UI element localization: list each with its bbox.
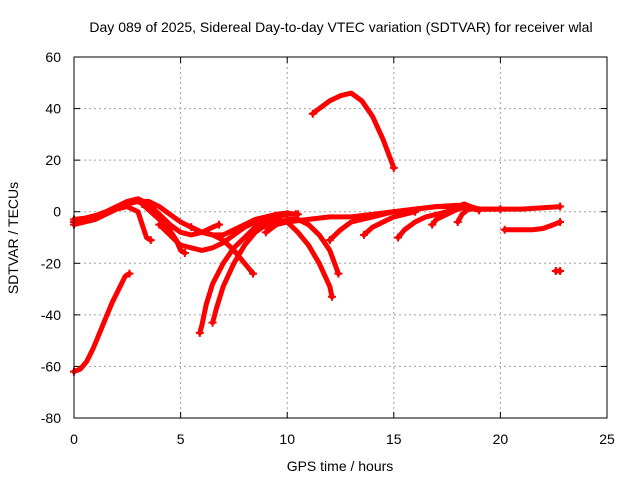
- data-point-marker-arc-14-end: [411, 207, 420, 216]
- data-point-marker-arc-6-start: [155, 220, 164, 229]
- series-line-arc-14: [361, 209, 418, 238]
- data-point-marker-arc-13-start: [325, 236, 334, 245]
- data-point-marker-arc-9-end: [327, 292, 336, 301]
- data-point-marker-arc-12-start: [308, 109, 317, 118]
- series-line-arc-8: [197, 210, 299, 336]
- x-tick-label: 15: [386, 431, 402, 447]
- y-tick-label: -20: [41, 255, 61, 271]
- y-tick-label: 0: [53, 204, 61, 220]
- y-tick-label: -60: [41, 358, 61, 374]
- y-axis-label: SDTVAR / TECUs: [5, 182, 21, 294]
- data-point-marker-arc-14-start: [359, 230, 368, 239]
- data-point-marker-arc-19-end: [556, 267, 565, 276]
- data-point-marker-arc-9-start: [208, 318, 217, 327]
- series-line-arc-9: [210, 216, 335, 326]
- gridlines: [74, 57, 607, 418]
- x-tick-label: 0: [70, 431, 78, 447]
- data-point-marker-arc-4-end: [146, 236, 155, 245]
- data-point-marker-arc-17-start: [453, 218, 462, 227]
- data-point-marker-arc-16-start: [428, 220, 437, 229]
- data-point-marker-arc-8-start: [195, 328, 204, 337]
- data-point-marker-arc-11-start: [261, 223, 270, 232]
- data-point-marker-arc-18-end: [556, 218, 565, 227]
- data-point-marker-arc-5-start: [138, 199, 147, 208]
- data-series: [70, 90, 565, 376]
- x-tick-label: 20: [493, 431, 509, 447]
- y-tick-label: 60: [45, 49, 61, 65]
- series-line-arc-18: [502, 219, 563, 233]
- x-axis-label: GPS time / hours: [287, 458, 394, 474]
- data-point-marker-arc-7-end: [249, 269, 258, 278]
- y-tick-label: 20: [45, 152, 61, 168]
- series-line-arc-7: [188, 224, 256, 277]
- y-tick-label: -80: [41, 410, 61, 426]
- y-tick-label: 40: [45, 101, 61, 117]
- series-line-arc-4: [71, 204, 154, 243]
- series-line-arc-10: [263, 216, 341, 277]
- y-tick-label: -40: [41, 307, 61, 323]
- data-point-marker-arc-11-end: [556, 202, 565, 211]
- series-line-arc-12: [310, 90, 397, 171]
- x-tick-label: 10: [279, 431, 295, 447]
- data-point-marker-arc-13-end: [496, 205, 505, 214]
- series-line-arc-1: [71, 271, 132, 375]
- data-point-marker-arc-15-start: [394, 233, 403, 242]
- data-point-marker-arc-10-end: [334, 269, 343, 278]
- x-tick-label: 25: [599, 431, 615, 447]
- tick-labels: 0 5 10 15 20 25 -80 -60 -40 -20 0 20 40 60: [41, 49, 615, 447]
- series-line-arc-5: [139, 201, 188, 256]
- chart-title: Day 089 of 2025, Sidereal Day-to-day VTE…: [89, 19, 592, 35]
- data-point-marker-arc-12-end: [389, 163, 398, 172]
- data-point-marker-arc-1-end: [125, 269, 134, 278]
- data-point-marker-arc-5-end: [180, 248, 189, 257]
- data-point-marker-arc-3-end: [214, 220, 223, 229]
- series-line-arc-16: [429, 204, 469, 228]
- x-tick-label: 5: [177, 431, 185, 447]
- data-point-marker-arc-7-start: [187, 223, 196, 232]
- axis-ticks: [73, 56, 608, 419]
- data-point-marker-arc-17-end: [475, 206, 484, 215]
- plot-frame: [73, 56, 608, 419]
- data-point-marker-arc-18-start: [500, 225, 509, 234]
